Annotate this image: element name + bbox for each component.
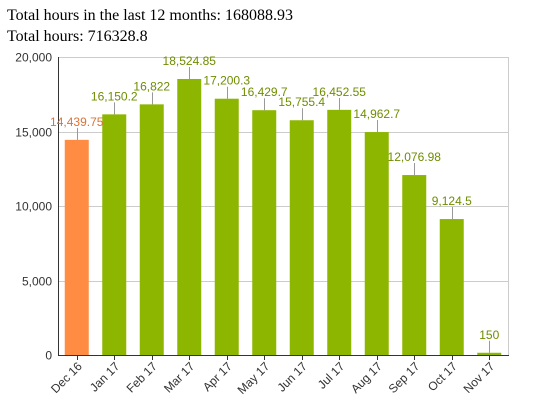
y-tick-label: 15,000: [15, 126, 52, 140]
bar-jan-17[interactable]: [102, 114, 127, 355]
x-tick-label: Sep 17: [386, 359, 423, 396]
bar-apr-17[interactable]: [214, 98, 239, 356]
bar-aug-17[interactable]: [364, 132, 389, 355]
bar-oct-17[interactable]: [439, 219, 464, 355]
x-tick-label: Mar 17: [161, 359, 198, 396]
data-label: 16,150.2: [91, 89, 138, 103]
bars: [64, 78, 502, 356]
x-tick-label: Nov 17: [461, 359, 498, 396]
data-label: 16,822: [133, 79, 170, 93]
data-label: 14,962.7: [353, 107, 400, 121]
bar-mar-17[interactable]: [177, 78, 202, 355]
bar-jun-17[interactable]: [289, 120, 314, 355]
data-label: 16,452.55: [313, 85, 367, 99]
data-label: 15,755.4: [278, 95, 325, 109]
bar-may-17[interactable]: [252, 110, 277, 355]
gridlines: [58, 57, 509, 355]
data-label: 14,439.75: [50, 115, 104, 129]
y-tick-label: 5,000: [22, 275, 52, 289]
x-tick-label: Feb 17: [124, 359, 161, 396]
bar-feb-17[interactable]: [139, 104, 164, 355]
x-tick-label: Jan 17: [87, 359, 123, 395]
x-tick-label: Dec 16: [48, 359, 85, 396]
bar-nov-17[interactable]: [477, 352, 502, 355]
data-label: 16,429.7: [241, 85, 288, 99]
x-tick-label: Apr 17: [200, 359, 235, 394]
data-label: 17,200.3: [203, 74, 250, 88]
bar-jul-17[interactable]: [327, 109, 352, 356]
bar-dec-16[interactable]: [64, 139, 89, 355]
x-tick-label: May 17: [235, 359, 273, 397]
data-label: 18,524.85: [163, 54, 217, 68]
y-tick-label: 20,000: [15, 51, 52, 65]
x-tick-label: Jul 17: [315, 359, 348, 392]
x-tick-label: Oct 17: [425, 359, 460, 394]
data-labels: 14,439.75 16,150.216,822 18,524.85 17,200.3…: [50, 54, 500, 353]
x-tick-label: Aug 17: [348, 359, 385, 396]
bar-sep-17[interactable]: [402, 175, 427, 355]
data-label: 150: [479, 328, 499, 342]
x-tick-label: Jun 17: [274, 359, 310, 395]
total-hours: Total hours: 716328.8: [7, 28, 148, 45]
data-label: 12,076.98: [388, 150, 442, 164]
y-tick-label: 0: [45, 349, 52, 363]
hours-last-12-months: Total hours in the last 12 months: 16808…: [7, 7, 293, 24]
data-label: 9,124.5: [432, 194, 472, 208]
y-tick-label: 10,000: [15, 200, 52, 214]
